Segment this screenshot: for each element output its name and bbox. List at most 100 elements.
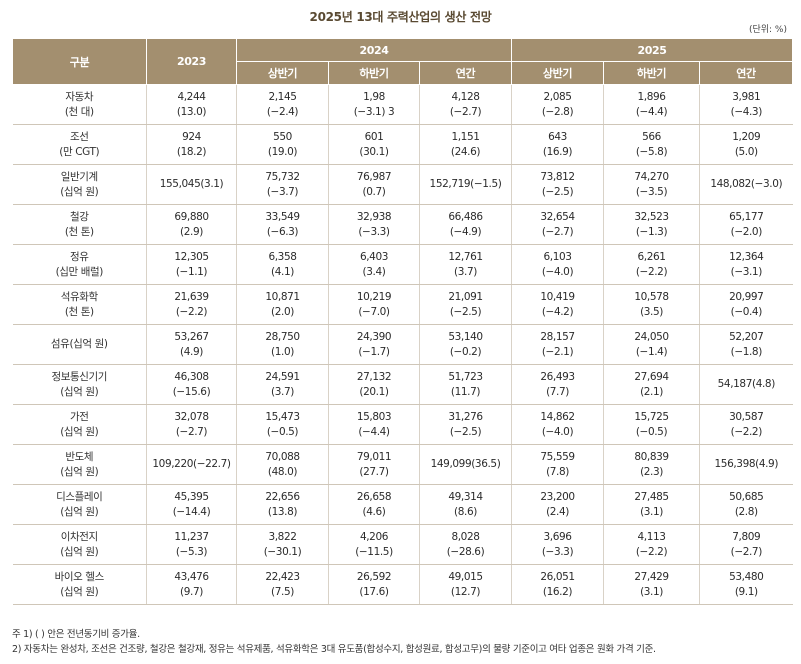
- value-text: 12,364: [729, 250, 764, 263]
- value-text: 566: [642, 130, 661, 143]
- value-cell: 27,429 (3.1): [603, 564, 701, 605]
- growth-rate-text: (−4.0): [541, 265, 574, 278]
- category-unit: (만 CGT): [59, 145, 100, 158]
- value-cell: 4,244 (13.0): [146, 84, 237, 125]
- value-text: 27,429: [634, 570, 669, 583]
- value-cell: 6,261 (−2.2): [603, 244, 701, 285]
- value-cell: 155,045(3.1): [146, 164, 237, 205]
- category-name: 정유: [69, 250, 89, 263]
- growth-rate-text: (9.7): [180, 585, 203, 598]
- growth-rate-text: (−5.3): [175, 545, 208, 558]
- growth-rate-text: (4.6): [362, 505, 386, 518]
- value-cell: 4,128 (−2.7): [418, 84, 513, 125]
- value-text: 1,151: [451, 130, 480, 143]
- category-name: 가전: [69, 410, 89, 423]
- value-text: 15,725: [634, 410, 669, 423]
- growth-rate-text: (−11.5): [355, 545, 393, 558]
- value-text: 924: [182, 130, 201, 143]
- value-cell: 53,267 (4.9): [146, 324, 237, 365]
- value-cell: 152,719(−1.5): [418, 164, 513, 205]
- table-row: 석유화학 (천 톤) 21,639 (−2.2) 10,871 (2.0) 10,219 (−…: [12, 284, 793, 325]
- value-text: 3,981: [732, 90, 761, 103]
- growth-rate-text: (−2.8): [541, 105, 574, 118]
- category-cell: 일반기계 (십억 원): [12, 164, 147, 205]
- value-text: 4,128: [451, 90, 480, 103]
- table-row: 일반기계 (십억 원) 155,045(3.1) 75,732 (−3.7) 76,987…: [12, 164, 793, 205]
- header-2024: 2024: [235, 38, 513, 62]
- table-row: 섬유(십억 원) 53,267 (4.9) 28,750 (1.0) 24,390 (−1.…: [12, 324, 793, 365]
- value-cell: 53,480 (9.1): [699, 564, 793, 605]
- growth-rate-text: (12.7): [450, 585, 481, 598]
- value-text: 65,177: [729, 210, 764, 223]
- value-text: 33,549: [265, 210, 300, 223]
- value-cell: 69,880 (2.9): [146, 204, 237, 245]
- growth-rate-text: (−0.4): [730, 305, 763, 318]
- value-cell: 27,485 (3.1): [603, 484, 701, 525]
- growth-rate-text: (2.8): [734, 505, 758, 518]
- value-text: 24,390: [356, 330, 392, 343]
- category-name: 자동차: [65, 90, 94, 103]
- growth-rate-text: (7.7): [546, 385, 569, 398]
- value-cell: 75,559 (7.8): [511, 444, 605, 485]
- growth-rate-text: (2.1): [640, 385, 663, 398]
- category-cell: 섬유(십억 원): [12, 324, 147, 365]
- growth-rate-text: (−2.5): [449, 425, 482, 438]
- category-name: 섬유(십억 원): [50, 338, 108, 350]
- value-text: 53,140: [448, 330, 483, 343]
- value-text: 149,099(36.5): [430, 458, 501, 470]
- category-unit: (십억 원): [60, 185, 99, 198]
- value-text: 51,723: [448, 370, 483, 383]
- value-text: 1,98: [363, 90, 385, 103]
- unit-label: (단위: %): [748, 25, 787, 35]
- growth-rate-text: (−15.6): [172, 385, 211, 398]
- value-text: 7,809: [732, 530, 761, 543]
- value-text: 4,244: [177, 90, 206, 103]
- value-cell: 22,656 (13.8): [236, 484, 329, 525]
- growth-rate-text: (4.9): [180, 345, 203, 358]
- value-text: 550: [273, 130, 292, 143]
- table-row: 바이오 헬스 (십억 원) 43,476 (9.7) 22,423 (7.5) 26,592…: [12, 564, 793, 605]
- value-cell: 6,358 (4.1): [236, 244, 329, 285]
- value-text: 53,480: [729, 570, 764, 583]
- value-text: 76,987: [356, 170, 392, 183]
- growth-rate-text: (−4.4): [358, 425, 390, 438]
- category-cell: 석유화학 (천 톤): [12, 284, 147, 325]
- value-text: 20,997: [729, 290, 764, 303]
- value-cell: 24,390 (−1.7): [328, 324, 420, 365]
- growth-rate-text: (−2.7): [730, 545, 763, 558]
- category-cell: 반도체 (십억 원): [12, 444, 147, 485]
- value-text: 8,028: [451, 530, 480, 543]
- value-cell: 26,658 (4.6): [328, 484, 420, 525]
- category-unit: (십억 원): [60, 545, 99, 558]
- growth-rate-text: (7.5): [271, 585, 294, 598]
- growth-rate-text: (−4.3): [730, 105, 763, 118]
- value-text: 32,078: [174, 410, 209, 423]
- value-cell: 43,476 (9.7): [146, 564, 237, 605]
- growth-rate-text: (19.0): [267, 145, 298, 158]
- value-cell: 6,103 (−4.0): [511, 244, 605, 285]
- table-row: 반도체 (십억 원) 109,220(−22.7) 70,088 (48.0) 79,01…: [12, 444, 793, 485]
- value-text: 75,559: [540, 450, 575, 463]
- value-cell: 3,822 (−30.1): [236, 524, 329, 565]
- table-row: 이차전지 (십억 원) 11,237 (−5.3) 3,822 (−30.1) 4,206 (…: [12, 524, 793, 565]
- value-cell: 70,088 (48.0): [236, 444, 329, 485]
- category-name: 일반기계: [60, 170, 98, 183]
- value-cell: 12,305 (−1.1): [146, 244, 237, 285]
- category-unit: (십만 배럴): [55, 265, 104, 278]
- value-text: 15,473: [265, 410, 300, 423]
- growth-rate-text: (−4.9): [449, 225, 482, 238]
- value-text: 6,358: [268, 250, 297, 263]
- value-cell: 4,206 (−11.5): [328, 524, 420, 565]
- growth-rate-text: (−2.5): [449, 305, 482, 318]
- category-cell: 이차전지 (십억 원): [12, 524, 147, 565]
- value-cell: 550 (19.0): [236, 124, 329, 165]
- value-text: 10,219: [356, 290, 392, 303]
- growth-rate-text: (27.7): [359, 465, 389, 478]
- growth-rate-text: (−1.1): [175, 265, 208, 278]
- value-cell: 156,398(4.9): [699, 444, 793, 485]
- value-text: 79,011: [356, 450, 392, 463]
- value-text: 26,658: [356, 490, 392, 503]
- value-cell: 8,028 (−28.6): [418, 524, 513, 565]
- value-text: 28,157: [540, 330, 575, 343]
- growth-rate-text: (−2.2): [635, 545, 668, 558]
